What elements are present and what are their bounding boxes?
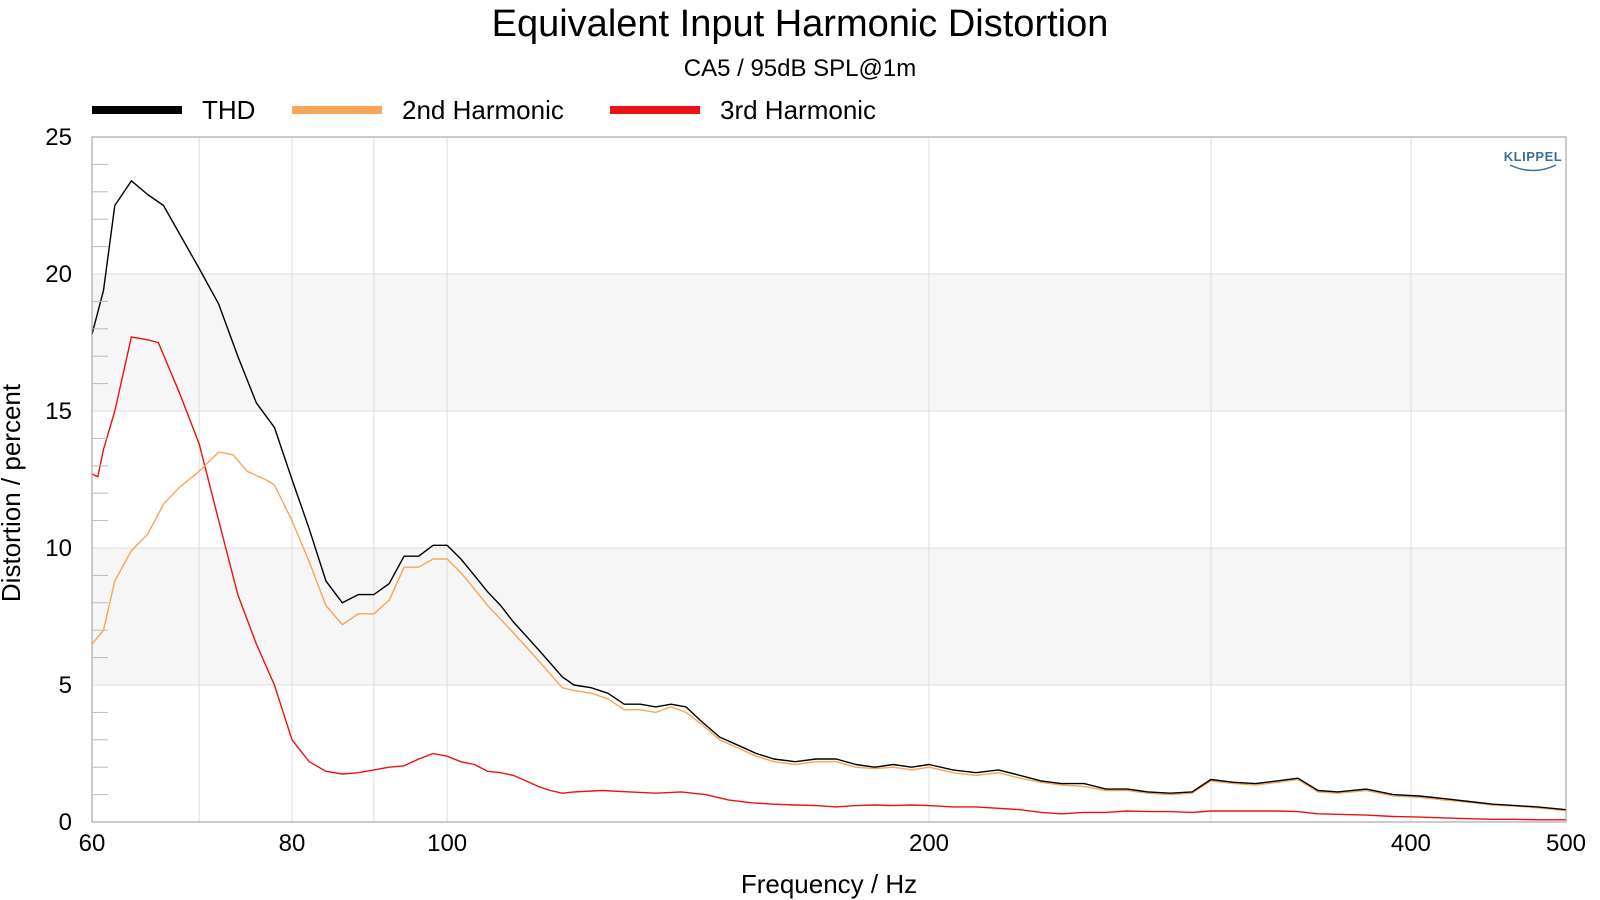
x-axis-label: Frequency / Hz: [741, 869, 917, 899]
klippel-logo: KLIPPEL: [1504, 149, 1562, 172]
chart-title: Equivalent Input Harmonic Distortion: [492, 3, 1109, 45]
x-tick-label: 400: [1391, 830, 1431, 857]
klippel-logo-swoosh: [1509, 164, 1557, 172]
legend: THD 2nd Harmonic 3rd Harmonic: [92, 95, 876, 125]
series-line-3rd-harmonic: [91, 336, 1566, 821]
series-line-thd: [91, 180, 1567, 811]
legend-label-thd: THD: [202, 95, 255, 125]
y-tick-label: 15: [45, 398, 72, 425]
grid-band: [92, 685, 1566, 822]
x-tick-label: 80: [279, 830, 306, 857]
grid-band: [92, 411, 1566, 548]
x-tick-label: 60: [79, 830, 106, 857]
x-tick-label: 500: [1546, 830, 1586, 857]
ticks: 0 5 10 15 20 25 60 80 100 200 400 500: [45, 124, 1586, 857]
y-tick-label: 5: [59, 672, 72, 699]
y-tick-label: 25: [45, 124, 72, 151]
y-axis-label: Distortion / percent: [0, 383, 26, 602]
x-tick-label: 100: [427, 830, 467, 857]
y-tick-label: 10: [45, 535, 72, 562]
klippel-logo-text: KLIPPEL: [1504, 149, 1562, 164]
grid: [91, 136, 1567, 823]
series-line-2nd-harmonic: [91, 451, 1567, 812]
grid-band: [92, 137, 1566, 274]
chart-subtitle: CA5 / 95dB SPL@1m: [684, 55, 916, 82]
plot-frame: [91, 136, 1567, 823]
legend-label-3rd-harmonic: 3rd Harmonic: [720, 95, 876, 125]
y-tick-label: 20: [45, 261, 72, 288]
legend-label-2nd-harmonic: 2nd Harmonic: [402, 95, 564, 125]
y-tick-label: 0: [59, 809, 72, 836]
series-group: [91, 180, 1567, 821]
x-tick-label: 200: [909, 830, 949, 857]
